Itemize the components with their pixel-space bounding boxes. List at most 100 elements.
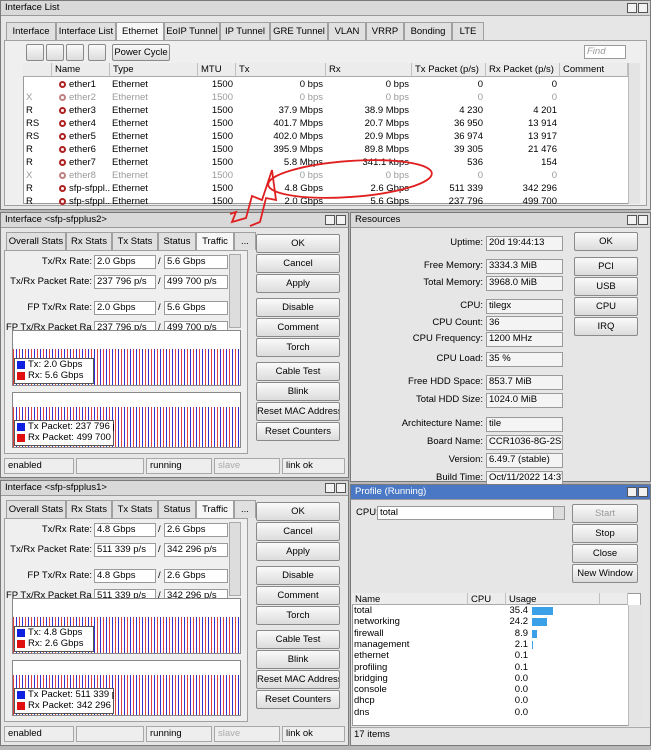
button[interactable]: Comment (256, 318, 340, 337)
tab[interactable]: Status (158, 500, 196, 518)
button[interactable]: OK (256, 234, 340, 253)
button[interactable]: IRQ (574, 317, 638, 336)
cpu-select[interactable]: total (377, 506, 565, 520)
tab[interactable]: Tx Stats (112, 232, 158, 250)
button[interactable]: Reset MAC Address (256, 670, 340, 689)
legend-swatch (17, 702, 25, 710)
tab[interactable]: Tx Stats (112, 500, 158, 518)
button[interactable]: Torch (256, 606, 340, 625)
tab[interactable]: Ethernet (116, 22, 164, 40)
row-name: bridging (354, 672, 388, 684)
tab[interactable]: Overall Stats (6, 500, 66, 518)
window-button[interactable] (627, 215, 637, 225)
tab[interactable]: IP Tunnel (220, 22, 270, 40)
button[interactable]: Blink (256, 650, 340, 669)
interface-name[interactable]: ether4 (69, 118, 96, 129)
button[interactable]: Torch (256, 338, 340, 357)
interface-name[interactable]: ether6 (69, 144, 96, 155)
column-header[interactable]: Usage (506, 593, 600, 605)
field-value: 2.0 Gbps (94, 255, 156, 269)
row-name: console (354, 684, 387, 696)
interface-name[interactable]: ether8 (69, 170, 96, 181)
tab[interactable]: Status (158, 232, 196, 250)
column-header[interactable]: Tx (236, 63, 326, 77)
button[interactable]: Stop (572, 524, 638, 543)
button[interactable]: Disable (256, 566, 340, 585)
tab[interactable]: VLAN (328, 22, 366, 40)
button[interactable]: Apply (256, 542, 340, 561)
button[interactable]: Disable (256, 298, 340, 317)
button[interactable]: New Window (572, 564, 638, 583)
tab[interactable]: Overall Stats (6, 232, 66, 250)
dropdown-arrow[interactable] (553, 507, 564, 519)
column-header[interactable]: CPU (468, 593, 506, 605)
tab[interactable]: GRE Tunnel (270, 22, 328, 40)
button[interactable]: Comment (256, 586, 340, 605)
toolbar-button[interactable] (46, 44, 64, 61)
tab[interactable]: Traffic (196, 232, 234, 250)
column-header[interactable]: Rx (326, 63, 412, 77)
separator: / (158, 570, 161, 581)
button[interactable]: Reset Counters (256, 690, 340, 709)
power-cycle-button[interactable]: Power Cycle (112, 44, 170, 61)
interface-name[interactable]: ether3 (69, 105, 96, 116)
window-button[interactable] (325, 483, 335, 493)
tab[interactable]: Rx Stats (66, 500, 112, 518)
find-box[interactable]: Find (584, 45, 626, 59)
window-button[interactable] (627, 3, 637, 13)
window-button[interactable] (325, 215, 335, 225)
column-header[interactable]: Name (52, 63, 110, 77)
window-button[interactable] (336, 215, 346, 225)
window-button[interactable] (627, 487, 637, 497)
window-button[interactable] (638, 487, 648, 497)
tab[interactable]: LTE (452, 22, 484, 40)
interface-name[interactable]: ether2 (69, 92, 96, 103)
tab[interactable]: Traffic (196, 500, 234, 518)
tab[interactable]: Interface List (56, 22, 116, 40)
button[interactable]: USB (574, 277, 638, 296)
tab[interactable]: Bonding (404, 22, 452, 40)
button[interactable]: Cancel (256, 522, 340, 541)
cell-rx-packet: 13 914 (527, 118, 557, 129)
tab[interactable]: VRRP (366, 22, 404, 40)
button[interactable]: Blink (256, 382, 340, 401)
tab[interactable]: Rx Stats (66, 232, 112, 250)
tab[interactable]: Interface (6, 22, 56, 40)
button[interactable]: OK (256, 502, 340, 521)
interface-name[interactable]: ether1 (69, 79, 96, 90)
toolbar-button[interactable] (88, 44, 106, 61)
window-button[interactable] (336, 483, 346, 493)
button[interactable]: Close (572, 544, 638, 563)
button[interactable]: Start (572, 504, 638, 523)
interface-name[interactable]: ether7 (69, 157, 96, 168)
interface-name[interactable]: ether5 (69, 131, 96, 142)
button[interactable]: CPU (574, 297, 638, 316)
interface-name[interactable]: sfp-sfppl... (69, 183, 111, 194)
tab[interactable]: EoIP Tunnel (164, 22, 220, 40)
toolbar-button[interactable] (26, 44, 44, 61)
column-header[interactable]: Comment (560, 63, 628, 77)
button[interactable]: Cable Test (256, 362, 340, 381)
window-button[interactable] (638, 215, 648, 225)
interface-icon (59, 133, 66, 140)
button[interactable]: Reset MAC Address (256, 402, 340, 421)
toolbar-button[interactable] (66, 44, 84, 61)
button[interactable]: Reset Counters (256, 422, 340, 441)
button[interactable]: Cable Test (256, 630, 340, 649)
column-header[interactable]: Tx Packet (p/s) (412, 63, 486, 77)
interface-icon (59, 107, 66, 114)
button[interactable]: Cancel (256, 254, 340, 273)
column-header[interactable]: Type (110, 63, 198, 77)
cell-rx: 20.9 Mbps (364, 131, 409, 142)
column-header[interactable]: Rx Packet (p/s) (486, 63, 560, 77)
tab[interactable]: ... (234, 500, 256, 518)
button[interactable]: PCI (574, 257, 638, 276)
column-header[interactable]: MTU (198, 63, 236, 77)
interface-name[interactable]: sfp-sfppl... (69, 196, 111, 207)
field-label: CPU Frequency: (412, 333, 483, 344)
window-button[interactable] (638, 3, 648, 13)
column-header[interactable]: Name (352, 593, 468, 605)
button[interactable]: OK (574, 232, 638, 251)
tab[interactable]: ... (234, 232, 256, 250)
button[interactable]: Apply (256, 274, 340, 293)
